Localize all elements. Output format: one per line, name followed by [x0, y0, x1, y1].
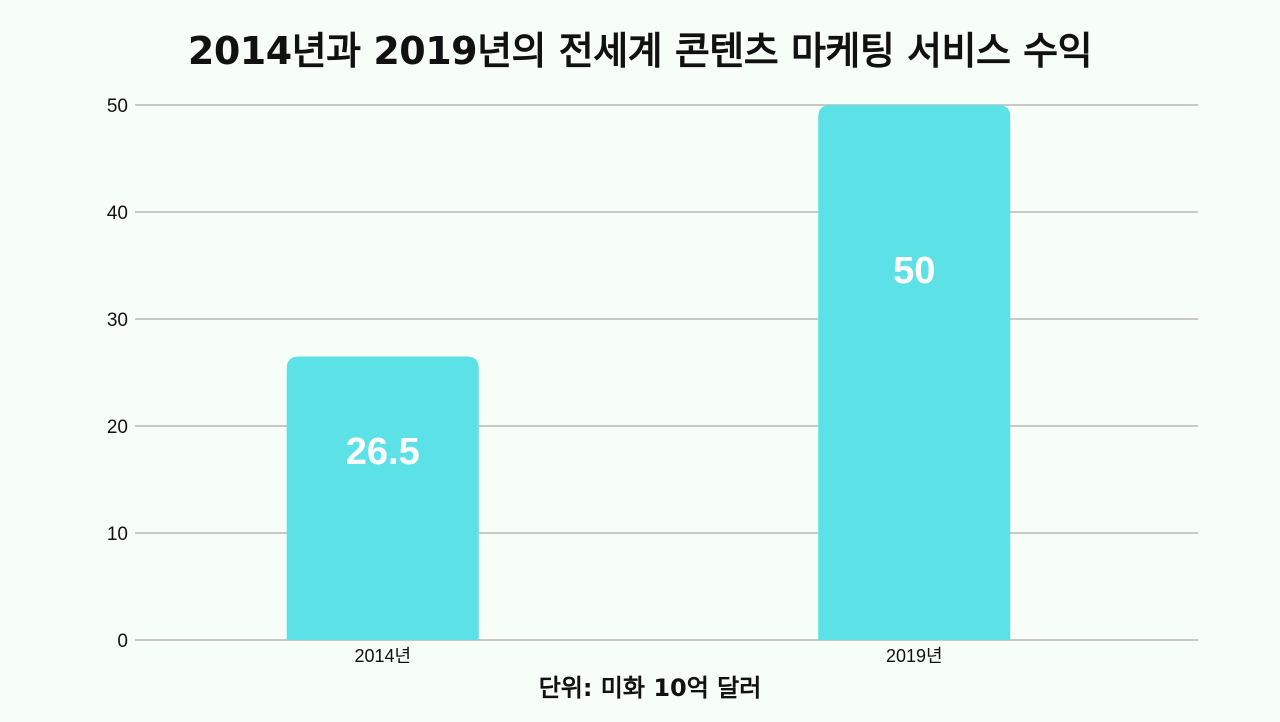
y-tick-label: 0: [117, 631, 128, 652]
y-tick-label: 10: [107, 524, 128, 545]
x-tick-label: 2019년: [886, 646, 943, 666]
y-axis-ticks: 0 10 20 30 40 50: [107, 96, 128, 652]
bar-2019년: [818, 105, 1011, 640]
bars: 26.5 50: [286, 105, 1011, 640]
bar-2014년: [286, 356, 479, 640]
y-tick-label: 40: [107, 203, 128, 224]
x-tick-label: 2014년: [354, 646, 411, 666]
chart-title: 2014년과 2019년의 전세계 콘텐츠 마케팅 서비스 수익: [187, 29, 1093, 73]
y-tick-label: 20: [107, 417, 128, 438]
bar-data-label: 50: [893, 250, 935, 292]
y-tick-label: 30: [107, 310, 128, 331]
y-tick-label: 50: [107, 96, 128, 117]
x-axis-ticks: 2014년 2019년: [354, 646, 942, 666]
x-axis-label: 단위: 미화 10억 달러: [538, 674, 762, 702]
bar-data-label: 26.5: [346, 431, 420, 473]
